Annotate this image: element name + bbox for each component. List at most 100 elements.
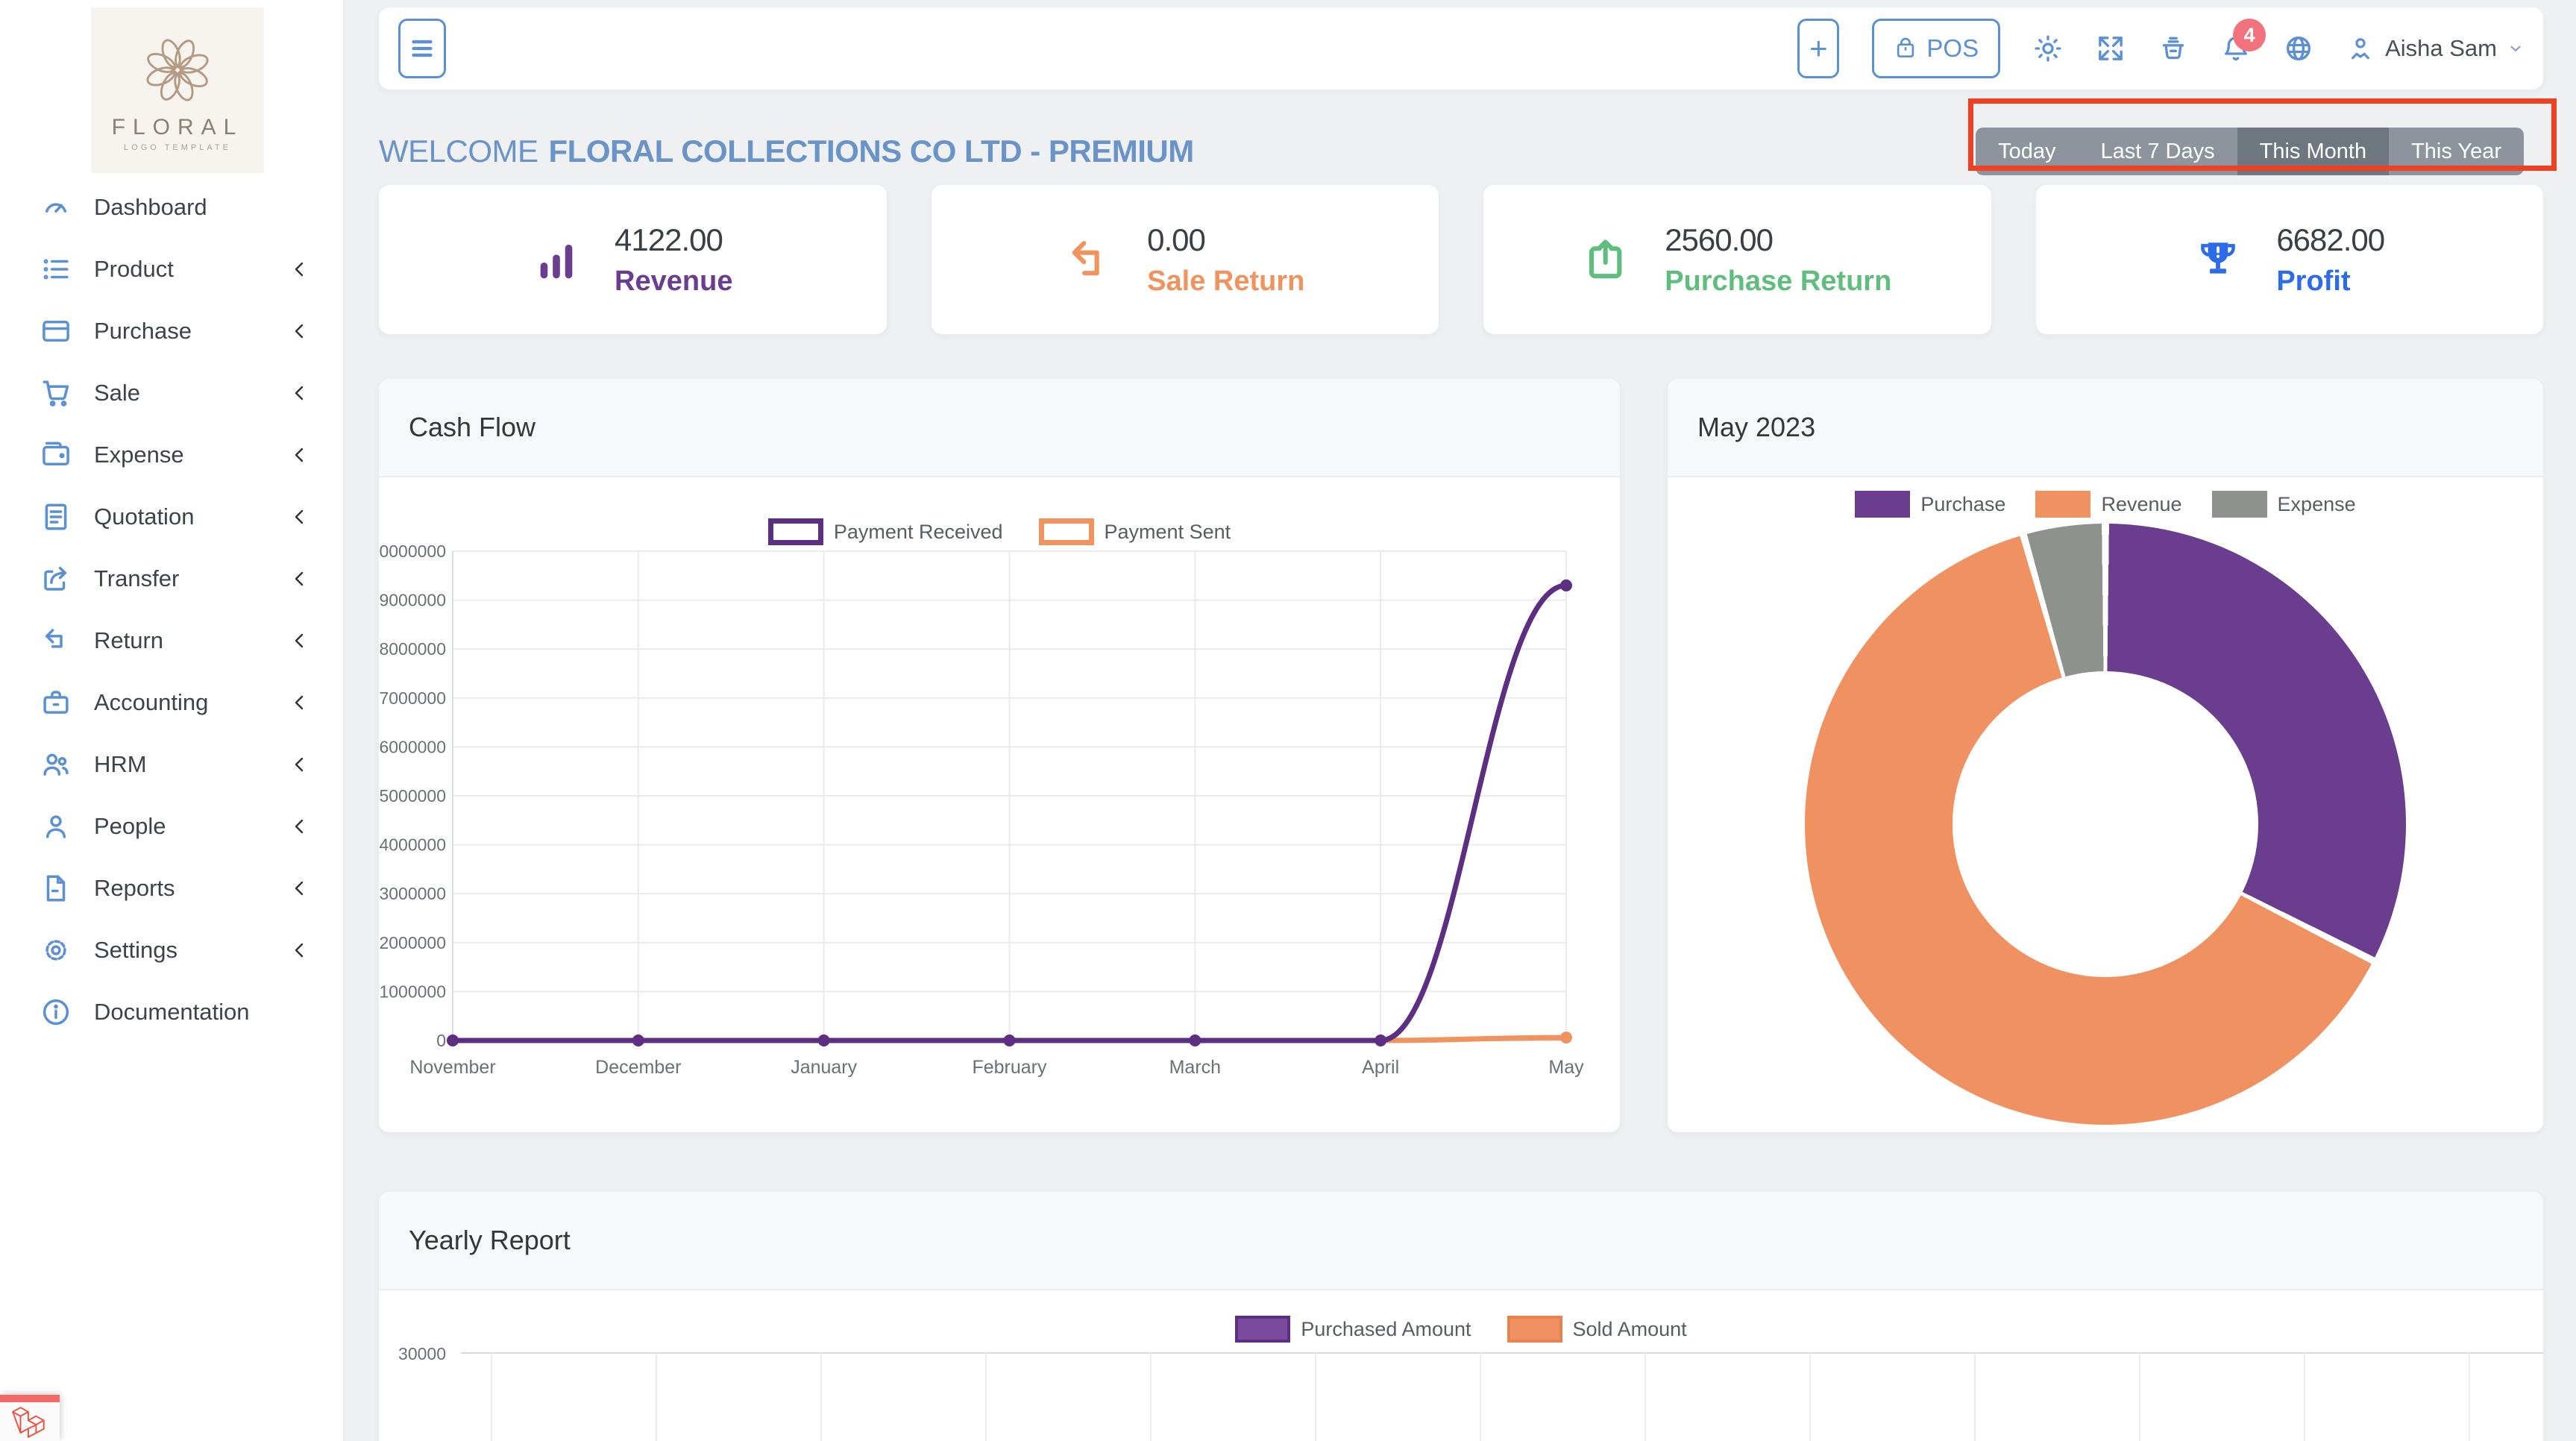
legend-label: Sold Amount	[1572, 1317, 1687, 1340]
svg-text:7000000: 7000000	[379, 688, 446, 708]
sidebar-item-label: Documentation	[94, 998, 250, 1025]
sidebar-item-dashboard[interactable]: Dashboard	[0, 176, 343, 238]
svg-text:February: February	[972, 1057, 1047, 1078]
svg-text:10000000: 10000000	[379, 545, 446, 561]
stat-value: 6682.00	[2276, 222, 2385, 257]
credit-card-icon	[40, 315, 72, 347]
language-button[interactable]	[2284, 34, 2313, 63]
sidebar-item-label: Transfer	[94, 565, 180, 591]
chevron-down-icon	[2507, 40, 2524, 57]
chevron-left-icon	[291, 632, 309, 650]
theme-toggle-button[interactable]	[2033, 34, 2063, 63]
sidebar-item-product[interactable]: Product	[0, 238, 343, 300]
document-icon	[40, 501, 72, 533]
stat-label: Profit	[2276, 265, 2351, 297]
monthly-overview-body: Purchase Revenue Expense	[1668, 477, 2543, 1132]
notifications-button[interactable]: 4	[2221, 19, 2266, 63]
yearly-legend: Purchased Amount Sold Amount	[379, 1316, 2543, 1343]
shopping-bag-icon	[1897, 37, 1914, 57]
svg-text:3000000: 3000000	[379, 884, 446, 903]
filter-button-today[interactable]: Today	[1976, 128, 2079, 175]
filter-button-this-month[interactable]: This Month	[2237, 128, 2390, 175]
filter-button-this-year[interactable]: This Year	[2389, 128, 2524, 175]
sidebar-item-documentation[interactable]: Documentation	[0, 981, 343, 1043]
sun-icon	[2035, 35, 2061, 62]
add-button[interactable]: +	[1797, 19, 1840, 78]
topbar: + POS 4	[379, 7, 2543, 90]
fullscreen-button[interactable]	[2096, 34, 2126, 63]
filter-button-last-7-days[interactable]: Last 7 Days	[2078, 128, 2237, 175]
pos-button-label: POS	[1926, 34, 1979, 62]
svg-text:1000000: 1000000	[379, 982, 446, 1001]
charts-row: Cash Flow Payment Received Payment Sent …	[379, 379, 2543, 1132]
cash-flow-body: Payment Received Payment Sent 0 1000000 20…	[379, 477, 1620, 1132]
company-name: FLORAL COLLECTIONS CO LTD - PREMIUM	[548, 134, 1195, 169]
svg-text:5000000: 5000000	[379, 786, 446, 806]
sidebar-item-transfer[interactable]: Transfer	[0, 547, 343, 609]
sidebar-item-accounting[interactable]: Accounting	[0, 671, 343, 733]
legend-swatch	[1855, 491, 1911, 518]
legend-item-sold-amount[interactable]: Sold Amount	[1507, 1316, 1687, 1343]
legend-item-revenue[interactable]: Revenue	[2035, 491, 2182, 518]
legend-label: Purchased Amount	[1301, 1317, 1471, 1340]
chevron-left-icon	[291, 817, 309, 835]
legend-item-purchase[interactable]: Purchase	[1855, 491, 2005, 518]
logo[interactable]: FLORAL LOGO TEMPLATE	[91, 7, 264, 173]
cash-flow-line-chart: 0 1000000 2000000 3000000 4000000 5000000 6000…	[379, 545, 1584, 1078]
svg-text:November: November	[409, 1057, 495, 1078]
sidebar-item-label: People	[94, 812, 166, 839]
register-basket-button[interactable]	[2158, 34, 2188, 63]
gauge-icon	[40, 192, 72, 223]
stat-text: 0.00 Sale Return	[1147, 222, 1304, 298]
monthly-overview-card: May 2023 Purchase Revenue Ex	[1668, 379, 2543, 1132]
report-file-icon	[40, 873, 72, 904]
sidebar-item-quotation[interactable]: Quotation	[0, 486, 343, 547]
yearly-report-body: Purchased Amount Sold Amount 30000	[379, 1290, 2543, 1441]
donut-hole	[1953, 671, 2258, 977]
bar-chart-icon	[533, 236, 580, 283]
expand-icon	[2099, 37, 2123, 60]
page-title: WELCOME FLORAL COLLECTIONS CO LTD - PREMI…	[379, 134, 1194, 169]
chevron-left-icon	[291, 322, 309, 340]
yearly-report-card: Yearly Report Purchased Amount Sold Amou…	[379, 1192, 2543, 1441]
stat-card-profit: 6682.00 Profit	[2035, 185, 2543, 334]
sidebar-item-purchase[interactable]: Purchase	[0, 300, 343, 362]
user-menu[interactable]: Aisha Sam	[2346, 34, 2524, 63]
undo-arrow-icon	[40, 625, 72, 656]
sidebar-item-label: Accounting	[94, 688, 209, 715]
pos-button[interactable]: POS	[1872, 19, 2001, 78]
wallet-icon	[40, 439, 72, 471]
floral-logo-icon	[146, 39, 209, 101]
sidebar-item-label: Expense	[94, 441, 184, 468]
legend-item-payment-sent[interactable]: Payment Sent	[1038, 518, 1231, 545]
chevron-left-icon	[291, 384, 309, 402]
legend-item-purchased-amount[interactable]: Purchased Amount	[1235, 1316, 1471, 1343]
legend-swatch	[767, 518, 823, 545]
stat-label: Sale Return	[1147, 265, 1305, 297]
sidebar-item-label: Quotation	[94, 503, 195, 530]
user-icon	[40, 811, 72, 842]
legend-item-expense[interactable]: Expense	[2211, 491, 2356, 518]
sidebar-item-sale[interactable]: Sale	[0, 362, 343, 424]
legend-label: Expense	[2277, 492, 2356, 515]
sidebar-item-hrm[interactable]: HRM	[0, 733, 343, 795]
sidebar-item-people[interactable]: People	[0, 795, 343, 857]
svg-text:January: January	[791, 1057, 857, 1078]
svg-text:30000: 30000	[398, 1347, 446, 1363]
sidebar-item-settings[interactable]: Settings	[0, 919, 343, 981]
sidebar-item-expense[interactable]: Expense	[0, 424, 343, 486]
cash-flow-title: Cash Flow	[379, 379, 1620, 477]
svg-text:4000000: 4000000	[379, 835, 446, 855]
legend-item-payment-received[interactable]: Payment Received	[767, 518, 1003, 545]
sidebar-item-label: Product	[94, 255, 174, 282]
sidebar-item-label: Dashboard	[94, 193, 207, 220]
laravel-widget[interactable]	[0, 1395, 60, 1441]
sidebar-item-return[interactable]: Return	[0, 609, 343, 671]
svg-text:2000000: 2000000	[379, 933, 446, 952]
chevron-left-icon	[291, 446, 309, 464]
sidebar-item-reports[interactable]: Reports	[0, 857, 343, 919]
yearly-report-bar-chart: 30000	[398, 1347, 2543, 1441]
menu-toggle-button[interactable]	[398, 19, 446, 78]
svg-text:0: 0	[436, 1031, 446, 1050]
